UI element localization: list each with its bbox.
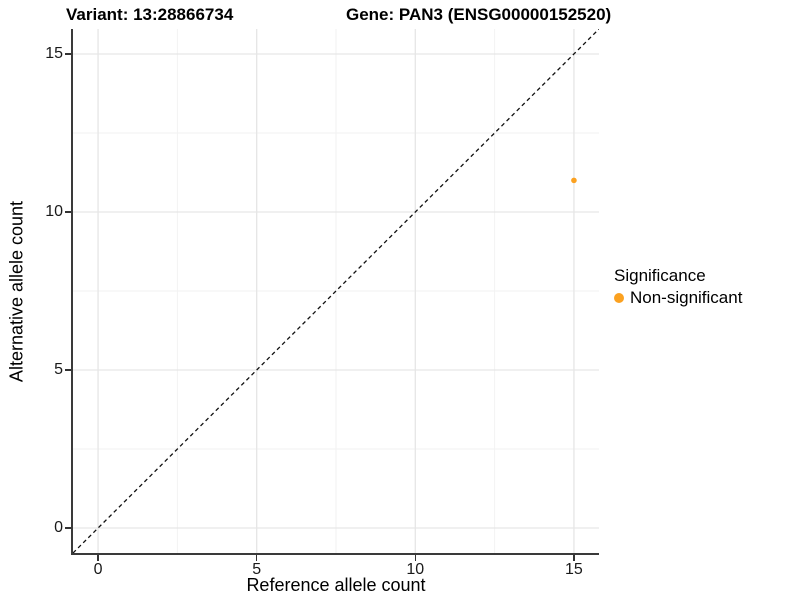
x-tick-label: 5 <box>252 561 262 578</box>
legend-point-icon <box>614 293 624 303</box>
plot-title-variant: Variant: 13:28866734 <box>66 5 234 24</box>
x-tick-mark <box>255 555 258 561</box>
y-tick-label: 0 <box>54 519 63 537</box>
x-tick-label: 10 <box>406 561 425 578</box>
legend-item-label: Non-significant <box>630 288 743 307</box>
x-tick-mark <box>97 555 99 561</box>
y-tick-label: 5 <box>54 361 63 378</box>
y-tick-mark <box>65 369 71 371</box>
legend: Significance Non-significant <box>614 266 742 308</box>
x-tick-label: 0 <box>93 561 103 578</box>
y-tick-label: 15 <box>45 44 63 62</box>
x-tick-label: 15 <box>565 561 583 578</box>
x-tick-mark <box>573 555 575 561</box>
legend-item-non-significant: Non-significant <box>614 288 742 308</box>
plot-panel <box>71 29 599 555</box>
plot-title-gene: Gene: PAN3 (ENSG00000152520) <box>346 5 612 24</box>
y-tick-mark <box>65 211 71 213</box>
y-axis-title: Alternative allele count <box>6 200 27 383</box>
y-tick-label: 10 <box>45 202 63 220</box>
legend-title: Significance <box>614 266 706 285</box>
plot-area-svg <box>73 29 599 553</box>
y-tick-mark <box>65 527 71 529</box>
x-tick-mark <box>414 555 417 561</box>
x-axis-title: Reference allele count <box>246 575 426 595</box>
data-point <box>571 177 577 184</box>
y-tick-mark <box>65 53 71 55</box>
identity-line <box>73 29 599 553</box>
